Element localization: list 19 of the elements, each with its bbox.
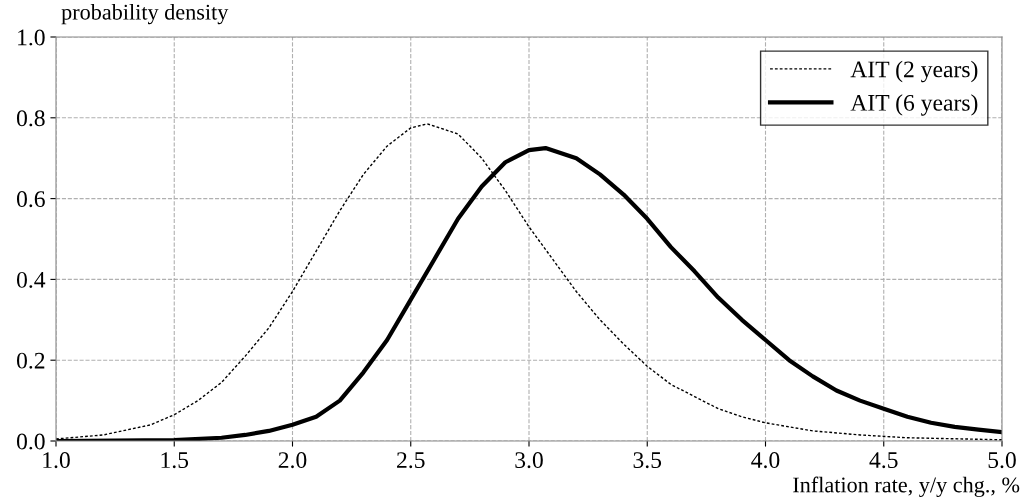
x-tick-label: 2.5 (397, 452, 425, 469)
y-tick-label: 1.0 (18, 29, 45, 46)
y-tick-label: 0.4 (16, 271, 46, 288)
y-tick-label: 0.8 (16, 110, 45, 127)
y-tick-label: 0.6 (16, 191, 45, 208)
x-axis-title: Inflation rate, y/y chg., % (793, 476, 1020, 497)
y-tick-label: 0.0 (16, 433, 45, 450)
y-axis-title: probability density (61, 4, 229, 25)
legend-label: AIT (2 years) (850, 60, 978, 83)
x-tick-label: 5.0 (988, 452, 1016, 469)
x-tick-label: 1.0 (43, 452, 70, 469)
x-tick-label: 1.5 (161, 452, 189, 469)
x-tick-label: 3.0 (515, 452, 543, 469)
x-tick-label: 4.0 (751, 452, 780, 469)
x-tick-label: 3.5 (633, 452, 662, 469)
x-tick-label: 2.0 (278, 452, 307, 469)
legend-label: AIT (6 years) (850, 94, 978, 116)
x-tick-label: 4.5 (869, 452, 898, 469)
y-tick-label: 0.2 (16, 352, 45, 369)
